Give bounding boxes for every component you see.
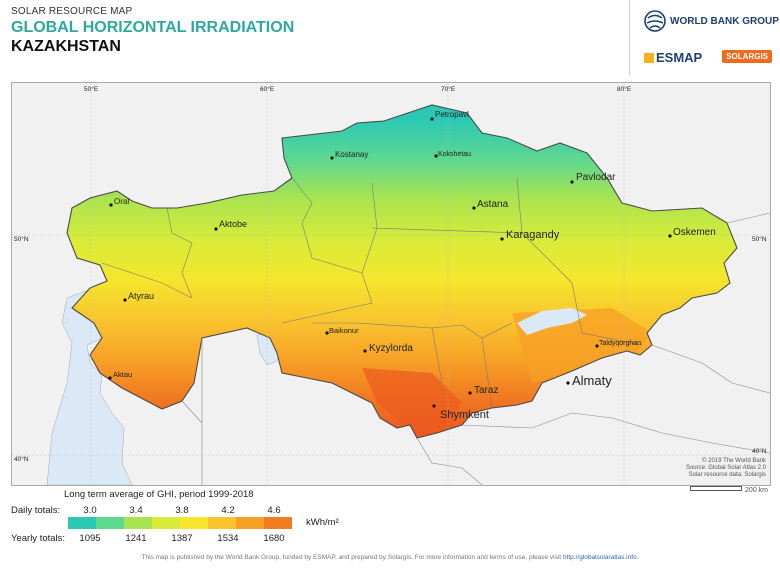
city-kyzylorda: Kyzylorda [369,343,413,354]
city-aktobe: Aktobe [219,219,247,229]
esmap-logo: ESMAP [644,50,702,65]
daily-tick: 3.8 [175,505,189,516]
footer-text: This map is published by the World Bank … [141,554,562,561]
legend-swatch [180,517,208,529]
city-atyrau: Atyrau [128,291,154,301]
daily-tick: 3.4 [129,505,143,516]
map-kicker: SOLAR RESOURCE MAP [11,6,133,17]
lat-40-left-label: 40°N [14,455,29,463]
yearly-tick: 1534 [217,533,239,544]
copyright-line-2: Source: Global Solar Atlas 2.0 [685,465,766,471]
copyright-note: © 2019 The World Bank Source: Global Sol… [686,458,766,479]
city-kokshetau: Kokshetau [438,151,471,158]
country-name: KAZAKHSTAN [11,38,121,55]
yearly-tick: 1387 [171,533,193,544]
world-bank-logo: WORLD BANK GROUP [644,10,779,32]
daily-tick: 3.0 [83,505,97,516]
scale-bar: 200 km [690,486,768,494]
yearly-tick: 1680 [263,533,285,544]
city-oskemen: Oskemen [673,227,716,238]
world-bank-text: WORLD BANK GROUP [670,15,779,27]
yearly-tick: 1241 [125,533,147,544]
scale-label: 200 km [745,487,768,494]
graticule-labels: 50°E 60°E 70°E 80°E 50°N 50°N 40°N 40°N [14,85,767,463]
legend-swatch [152,517,180,529]
legend-swatch [68,517,96,529]
legend-unit: kWh/m² [306,517,339,528]
lon-80-label: 80°E [617,85,632,93]
daily-totals-label: Daily totals: [11,505,61,516]
esmap-text: ESMAP [656,50,703,65]
legend-color-bar [68,517,292,529]
city-karagandy: Karagandy [506,229,560,241]
map-canvas: 50°E 60°E 70°E 80°E 50°N 50°N 40°N 40°N … [12,83,770,485]
map-header: SOLAR RESOURCE MAP GLOBAL HORIZONTAL IRR… [11,6,294,56]
legend-swatch [96,517,124,529]
ghi-map: 50°E 60°E 70°E 80°E 50°N 50°N 40°N 40°N … [11,82,771,486]
legend-swatch [264,517,292,529]
lon-60-label: 60°E [260,85,275,93]
map-title: GLOBAL HORIZONTAL IRRADIATION [11,19,295,36]
lat-50-right-label: 50°N [752,235,767,243]
yearly-tick: 1095 [79,533,101,544]
scale-bar-graphic [690,486,743,491]
daily-tick: 4.6 [267,505,281,516]
legend-swatch [124,517,152,529]
copyright-line-1: © 2019 The World Bank [702,458,766,464]
legend-title: Long term average of GHI, period 1999-20… [64,489,254,500]
city-almaty: Almaty [572,373,612,388]
lat-50-left-label: 50°N [14,235,29,243]
esmap-mark-icon [644,53,654,63]
footer-credit: This map is published by the World Bank … [0,554,780,561]
city-petropavl: Petropavl [435,110,469,119]
legend-swatch [208,517,236,529]
city-labels: Petropavl Kostanay Kokshetau Pavlodar Or… [108,110,716,421]
city-astana: Astana [477,199,509,210]
city-aktau: Aktau [113,370,132,379]
logo-panel: WORLD BANK GROUP ESMAP SOLARGIS [629,0,780,75]
yearly-totals-label: Yearly totals: [11,533,66,544]
globe-icon [644,10,666,32]
lat-40-right-label: 40°N [752,447,767,455]
graticule [12,83,770,485]
daily-tick: 4.2 [221,505,235,516]
copyright-line-3: Solar resource data: Solargis [688,472,766,478]
legend-swatch [236,517,264,529]
neighbour-borders [181,212,770,485]
city-taraz: Taraz [474,385,498,396]
region-borders [101,177,643,409]
city-shymkent: Shymkent [440,409,489,421]
lon-50-label: 50°E [84,85,99,93]
atlas-link[interactable]: http://globalsolaratlas.info. [562,554,639,561]
city-pavlodar: Pavlodar [576,172,616,183]
lon-70-label: 70°E [441,85,456,93]
city-baikonur: Baikonur [329,326,359,335]
city-taldyqorghan: Taldyqorghan [599,340,641,347]
solargis-logo: SOLARGIS [722,50,772,63]
city-oral: Oral [114,197,129,206]
city-kostanay: Kostanay [335,150,368,159]
